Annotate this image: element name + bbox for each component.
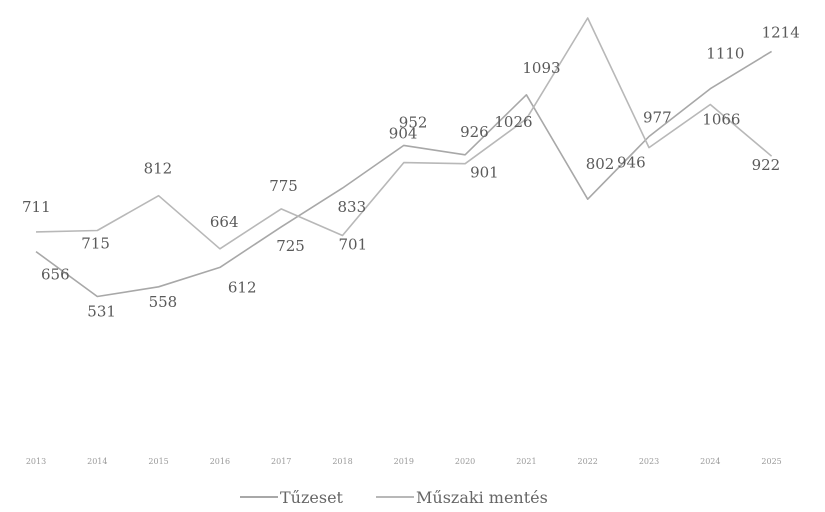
x-tick-label: 2016 (210, 457, 230, 466)
data-label: 1214 (762, 23, 800, 41)
x-tick-label: 2017 (271, 457, 291, 466)
data-label: 701 (339, 236, 368, 254)
data-label: 1110 (706, 45, 744, 63)
x-tick-label: 2025 (761, 457, 781, 466)
legend-label: Tűzeset (280, 488, 344, 507)
data-label: 725 (276, 237, 305, 255)
x-tick-label: 2021 (516, 457, 536, 466)
data-label: 711 (22, 198, 51, 216)
series-line-1 (35, 50, 773, 298)
series-layer (35, 17, 773, 298)
x-tick-label: 2018 (332, 457, 352, 466)
x-tick-label: 2024 (700, 457, 720, 466)
x-tick-label: 2013 (26, 457, 46, 466)
data-label: 946 (617, 154, 646, 172)
x-tick-label: 2022 (578, 457, 598, 466)
data-label: 715 (81, 235, 110, 253)
data-label: 812 (144, 160, 173, 178)
series-line-2 (35, 17, 773, 250)
x-tick-label: 2015 (148, 457, 168, 466)
data-label: 775 (269, 177, 298, 195)
data-label: 1026 (494, 113, 532, 131)
legend: Tűzeset Műszaki mentés (240, 488, 548, 507)
x-axis-ticks: 2013 2014 2015 2016 2017 2018 2019 2020 2021 2022… (26, 457, 782, 466)
data-label: 656 (41, 266, 70, 284)
data-label: 952 (399, 113, 428, 131)
data-label: 901 (470, 164, 499, 182)
data-label: 833 (338, 198, 367, 216)
data-label: 664 (210, 213, 239, 231)
data-label: 922 (752, 156, 781, 174)
x-tick-label: 2020 (455, 457, 475, 466)
data-label: 1066 (702, 111, 740, 129)
x-tick-label: 2014 (87, 457, 107, 466)
data-label: 904 (389, 125, 418, 143)
data-label: 558 (149, 293, 178, 311)
data-label: 612 (228, 278, 257, 296)
data-label: 926 (460, 123, 489, 141)
data-label: 802 (586, 155, 615, 173)
data-label: 977 (643, 109, 672, 127)
data-label: 1093 (522, 59, 560, 77)
x-tick-label: 2019 (394, 457, 414, 466)
legend-label: Műszaki mentés (416, 488, 548, 507)
data-label-layer: 656 531 558 612 725 833 952 926 1093 802 977 1110 12… (22, 23, 800, 321)
data-label: 531 (87, 303, 116, 321)
x-tick-label: 2023 (639, 457, 659, 466)
